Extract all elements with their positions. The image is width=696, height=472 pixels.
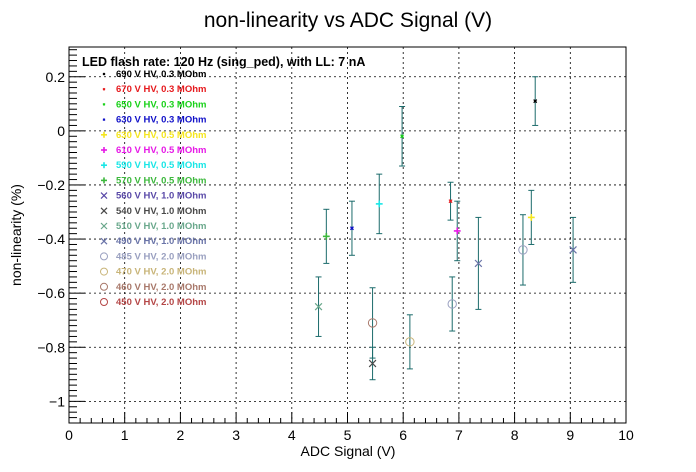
x-tick-label: 2 (177, 427, 185, 443)
legend-entry: 570 V HV, 0.5 MOhm (101, 175, 206, 186)
legend-label: 610 V HV, 0.5 MOhm (116, 145, 206, 156)
chart-title: non-linearity vs ADC Signal (V) (204, 9, 492, 32)
data-point (375, 173, 383, 235)
y-tick-label: −0.2 (37, 177, 65, 193)
legend-entry: 560 V HV, 1.0 MOhm (100, 191, 206, 202)
x-tick-label: 5 (344, 427, 352, 443)
legend-label: 490 V HV, 1.0 MOhm (116, 236, 206, 247)
data-point (322, 208, 330, 264)
data-point (405, 314, 415, 370)
legend-label: 510 V HV, 1.0 MOhm (116, 221, 206, 232)
axis-ticks (68, 49, 627, 424)
legend-label: 560 V HV, 1.0 MOhm (116, 191, 206, 202)
legend-label: 630 V HV, 0.3 MOhm (116, 115, 206, 126)
legend-label: 630 V HV, 0.5 MOhm (116, 130, 206, 141)
x-tick-label: 0 (65, 427, 73, 443)
legend-entry: 630 V HV, 0.5 MOhm (101, 130, 206, 141)
legend-label: 540 V HV, 1.0 MOhm (116, 206, 206, 217)
y-tick-label: −0.4 (37, 231, 65, 247)
legend-entry: 540 V HV, 1.0 MOhm (100, 206, 206, 217)
legend-entry: 490 V HV, 1.0 MOhm (100, 236, 206, 247)
legend-entry: 450 V HV, 2.0 MOhm (100, 297, 206, 308)
legend-label: 690 V HV, 0.3 MOhm (116, 69, 206, 80)
legend-entry: 630 V HV, 0.3 MOhm (102, 115, 206, 126)
legend-entry: 610 V HV, 0.5 MOhm (101, 145, 206, 156)
legend-label: 670 V HV, 0.3 MOhm (116, 84, 206, 95)
legend: LED flash rate: 120 Hz (sing_ped), with … (82, 55, 365, 308)
data-point (453, 200, 461, 262)
y-tick-label: −0.8 (37, 339, 65, 355)
legend-header: LED flash rate: 120 Hz (sing_ped), with … (82, 55, 365, 69)
y-tick-label: −0.6 (37, 285, 65, 301)
data-point (367, 287, 378, 359)
data-point (348, 200, 355, 256)
y-tick-label: 0.2 (46, 69, 66, 85)
x-tick-label: 3 (232, 427, 240, 443)
legend-entry: 670 V HV, 0.3 MOhm (102, 84, 206, 95)
y-axis-label: non-linearity (%) (8, 184, 24, 286)
x-tick-label: 7 (455, 427, 463, 443)
legend-entry: 690 V HV, 0.3 MOhm (102, 69, 206, 80)
legend-label: 650 V HV, 0.3 MOhm (116, 99, 206, 110)
legend-entry: 470 V HV, 2.0 MOhm (100, 267, 206, 278)
legend-entry: 485 V HV, 2.0 MOhm (100, 251, 206, 262)
legend-entry: 460 V HV, 2.0 MOhm (100, 282, 206, 293)
x-tick-label: 1 (121, 427, 129, 443)
data-point (474, 216, 483, 310)
data-point (518, 214, 528, 286)
data-point (447, 276, 457, 332)
data-point (569, 216, 577, 283)
legend-label: 460 V HV, 2.0 MOhm (116, 282, 206, 293)
x-tick-label: 8 (511, 427, 519, 443)
legend-label: 450 V HV, 2.0 MOhm (116, 297, 206, 308)
tick-labels: 0 1 2 3 4 5 6 7 8 9 10 −1 −0.8 −0.6 −0.4 −0.2 0 0.2 (37, 69, 634, 443)
legend-entry: 650 V HV, 0.3 MOhm (102, 99, 206, 110)
data-points (314, 76, 577, 381)
data-point (447, 181, 454, 221)
x-tick-label: 6 (399, 427, 407, 443)
legend-label: 570 V HV, 0.5 MOhm (116, 175, 206, 186)
x-axis-label: ADC Signal (V) (301, 443, 396, 459)
legend-entry: 590 V HV, 0.5 MOhm (101, 160, 206, 171)
data-point (399, 106, 406, 167)
y-tick-label: 0 (57, 123, 65, 139)
data-point (527, 189, 535, 245)
legend-label: 470 V HV, 2.0 MOhm (116, 267, 206, 278)
y-tick-label: −1 (49, 393, 65, 409)
x-tick-label: 4 (288, 427, 296, 443)
x-tick-label: 9 (566, 427, 574, 443)
legend-label: 590 V HV, 0.5 MOhm (116, 160, 206, 171)
x-tick-label: 10 (618, 427, 634, 443)
data-point (532, 76, 539, 126)
legend-entry: 510 V HV, 1.0 MOhm (100, 221, 206, 232)
data-point (314, 276, 323, 337)
legend-label: 485 V HV, 2.0 MOhm (116, 251, 206, 262)
